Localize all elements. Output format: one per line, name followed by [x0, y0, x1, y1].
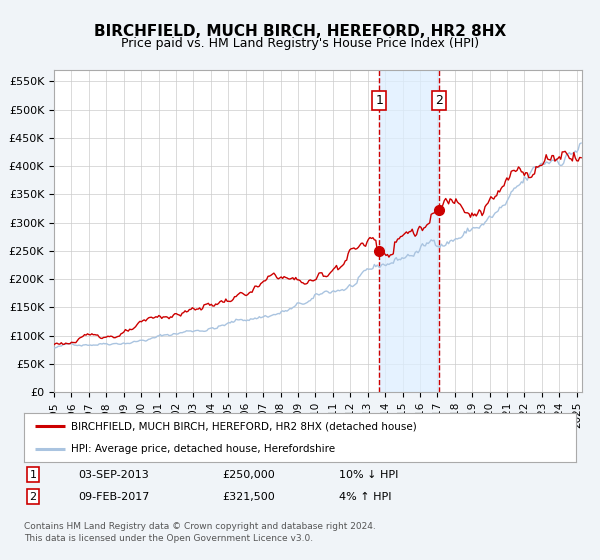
- Text: 2: 2: [435, 94, 443, 107]
- Text: 4% ↑ HPI: 4% ↑ HPI: [339, 492, 391, 502]
- Text: This data is licensed under the Open Government Licence v3.0.: This data is licensed under the Open Gov…: [24, 534, 313, 543]
- Text: 1: 1: [376, 94, 383, 107]
- Text: Price paid vs. HM Land Registry's House Price Index (HPI): Price paid vs. HM Land Registry's House …: [121, 37, 479, 50]
- Text: 10% ↓ HPI: 10% ↓ HPI: [339, 470, 398, 480]
- Text: 2: 2: [29, 492, 37, 502]
- Text: 03-SEP-2013: 03-SEP-2013: [78, 470, 149, 480]
- Text: £321,500: £321,500: [222, 492, 275, 502]
- Text: 09-FEB-2017: 09-FEB-2017: [78, 492, 149, 502]
- Text: £250,000: £250,000: [222, 470, 275, 480]
- Text: 1: 1: [29, 470, 37, 480]
- Text: BIRCHFIELD, MUCH BIRCH, HEREFORD, HR2 8HX (detached house): BIRCHFIELD, MUCH BIRCH, HEREFORD, HR2 8H…: [71, 421, 416, 431]
- Text: BIRCHFIELD, MUCH BIRCH, HEREFORD, HR2 8HX: BIRCHFIELD, MUCH BIRCH, HEREFORD, HR2 8H…: [94, 24, 506, 39]
- Text: Contains HM Land Registry data © Crown copyright and database right 2024.: Contains HM Land Registry data © Crown c…: [24, 522, 376, 531]
- Bar: [379, 70, 439, 392]
- Text: HPI: Average price, detached house, Herefordshire: HPI: Average price, detached house, Here…: [71, 444, 335, 454]
